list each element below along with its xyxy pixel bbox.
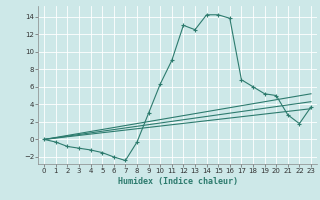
X-axis label: Humidex (Indice chaleur): Humidex (Indice chaleur)	[118, 177, 238, 186]
